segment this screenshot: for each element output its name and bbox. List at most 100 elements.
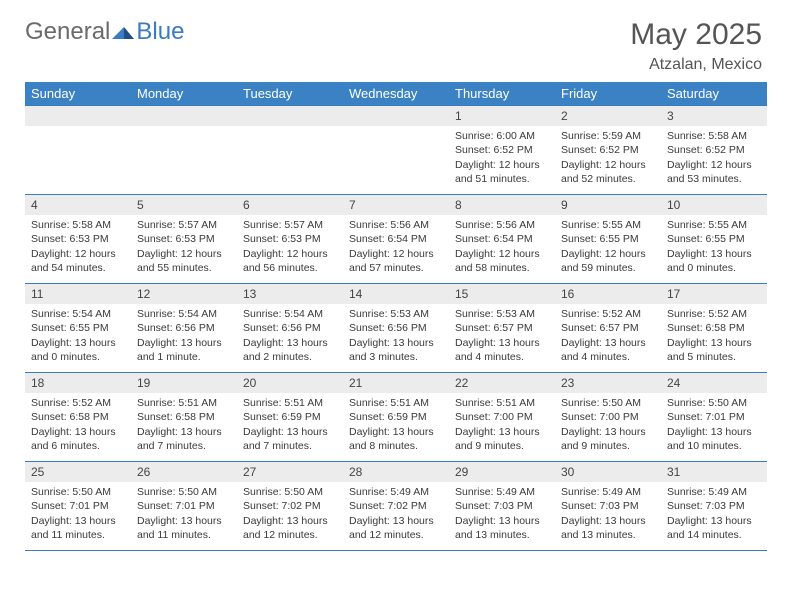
day-body: Sunrise: 5:50 AMSunset: 7:00 PMDaylight:… [555,393,661,459]
sunrise-line: Sunrise: 5:52 AM [561,307,655,321]
sunset-line: Sunset: 7:01 PM [137,499,231,513]
sunrise-line: Sunrise: 5:51 AM [243,396,337,410]
day-body: Sunrise: 5:57 AMSunset: 6:53 PMDaylight:… [237,215,343,281]
sunset-line: Sunset: 7:02 PM [243,499,337,513]
day-cell: 9Sunrise: 5:55 AMSunset: 6:55 PMDaylight… [555,195,661,283]
day-number: 5 [131,195,237,215]
week-row: 11Sunrise: 5:54 AMSunset: 6:55 PMDayligh… [25,283,767,372]
page-header: General Blue May 2025 Atzalan, Mexico [0,0,792,82]
brand-logo: General Blue [25,18,184,46]
calendar: Sunday Monday Tuesday Wednesday Thursday… [0,82,792,566]
day-number: 30 [555,462,661,482]
sunset-line: Sunset: 6:56 PM [137,321,231,335]
day-number: 11 [25,284,131,304]
day-cell: 4Sunrise: 5:58 AMSunset: 6:53 PMDaylight… [25,195,131,283]
sunset-line: Sunset: 6:59 PM [349,410,443,424]
sunset-line: Sunset: 6:54 PM [349,232,443,246]
daylight-line: Daylight: 12 hours and 58 minutes. [455,247,549,275]
daylight-line: Daylight: 12 hours and 55 minutes. [137,247,231,275]
sunrise-line: Sunrise: 5:51 AM [455,396,549,410]
day-cell: 23Sunrise: 5:50 AMSunset: 7:00 PMDayligh… [555,373,661,461]
day-body: Sunrise: 5:49 AMSunset: 7:03 PMDaylight:… [449,482,555,548]
sunset-line: Sunset: 6:55 PM [31,321,125,335]
daylight-line: Daylight: 13 hours and 7 minutes. [137,425,231,453]
week-row: 1Sunrise: 6:00 AMSunset: 6:52 PMDaylight… [25,105,767,194]
day-cell: 11Sunrise: 5:54 AMSunset: 6:55 PMDayligh… [25,284,131,372]
day-number: 29 [449,462,555,482]
day-number: 20 [237,373,343,393]
daylight-line: Daylight: 13 hours and 10 minutes. [667,425,761,453]
sunrise-line: Sunrise: 5:53 AM [455,307,549,321]
daylight-line: Daylight: 13 hours and 11 minutes. [137,514,231,542]
day-body: Sunrise: 5:57 AMSunset: 6:53 PMDaylight:… [131,215,237,281]
day-number-empty [343,106,449,126]
day-cell: 3Sunrise: 5:58 AMSunset: 6:52 PMDaylight… [661,106,767,194]
day-number: 9 [555,195,661,215]
day-body: Sunrise: 5:50 AMSunset: 7:02 PMDaylight:… [237,482,343,548]
daylight-line: Daylight: 13 hours and 3 minutes. [349,336,443,364]
day-number: 24 [661,373,767,393]
sunset-line: Sunset: 6:58 PM [31,410,125,424]
sunrise-line: Sunrise: 5:49 AM [667,485,761,499]
sunset-line: Sunset: 7:01 PM [667,410,761,424]
day-number: 2 [555,106,661,126]
daylight-line: Daylight: 12 hours and 51 minutes. [455,158,549,186]
sunrise-line: Sunrise: 5:53 AM [349,307,443,321]
day-body: Sunrise: 5:51 AMSunset: 6:59 PMDaylight:… [237,393,343,459]
day-body: Sunrise: 5:51 AMSunset: 6:58 PMDaylight:… [131,393,237,459]
daylight-line: Daylight: 13 hours and 1 minute. [137,336,231,364]
day-body: Sunrise: 5:52 AMSunset: 6:57 PMDaylight:… [555,304,661,370]
day-body: Sunrise: 5:53 AMSunset: 6:56 PMDaylight:… [343,304,449,370]
sunset-line: Sunset: 7:03 PM [455,499,549,513]
day-cell: 22Sunrise: 5:51 AMSunset: 7:00 PMDayligh… [449,373,555,461]
sunrise-line: Sunrise: 5:58 AM [31,218,125,232]
weekday-header: Friday [555,82,661,105]
day-body: Sunrise: 5:49 AMSunset: 7:03 PMDaylight:… [661,482,767,548]
daylight-line: Daylight: 13 hours and 0 minutes. [667,247,761,275]
sunrise-line: Sunrise: 5:50 AM [31,485,125,499]
day-cell [131,106,237,194]
weeks-container: 1Sunrise: 6:00 AMSunset: 6:52 PMDaylight… [25,105,767,550]
sunrise-line: Sunrise: 5:54 AM [31,307,125,321]
day-cell: 8Sunrise: 5:56 AMSunset: 6:54 PMDaylight… [449,195,555,283]
day-cell: 17Sunrise: 5:52 AMSunset: 6:58 PMDayligh… [661,284,767,372]
sunrise-line: Sunrise: 5:50 AM [243,485,337,499]
day-cell: 12Sunrise: 5:54 AMSunset: 6:56 PMDayligh… [131,284,237,372]
day-cell [343,106,449,194]
weekday-header: Sunday [25,82,131,105]
day-cell: 7Sunrise: 5:56 AMSunset: 6:54 PMDaylight… [343,195,449,283]
daylight-line: Daylight: 13 hours and 4 minutes. [455,336,549,364]
day-body: Sunrise: 5:52 AMSunset: 6:58 PMDaylight:… [661,304,767,370]
daylight-line: Daylight: 12 hours and 59 minutes. [561,247,655,275]
day-body: Sunrise: 5:59 AMSunset: 6:52 PMDaylight:… [555,126,661,192]
day-body: Sunrise: 5:54 AMSunset: 6:55 PMDaylight:… [25,304,131,370]
day-cell: 29Sunrise: 5:49 AMSunset: 7:03 PMDayligh… [449,462,555,550]
page-title: May 2025 [630,18,762,52]
day-number: 23 [555,373,661,393]
sunrise-line: Sunrise: 5:56 AM [349,218,443,232]
day-body: Sunrise: 6:00 AMSunset: 6:52 PMDaylight:… [449,126,555,192]
sunset-line: Sunset: 6:55 PM [561,232,655,246]
sunset-line: Sunset: 6:58 PM [667,321,761,335]
day-cell: 18Sunrise: 5:52 AMSunset: 6:58 PMDayligh… [25,373,131,461]
daylight-line: Daylight: 13 hours and 2 minutes. [243,336,337,364]
daylight-line: Daylight: 13 hours and 12 minutes. [243,514,337,542]
day-body: Sunrise: 5:54 AMSunset: 6:56 PMDaylight:… [131,304,237,370]
sunset-line: Sunset: 6:56 PM [243,321,337,335]
day-cell: 27Sunrise: 5:50 AMSunset: 7:02 PMDayligh… [237,462,343,550]
day-number: 10 [661,195,767,215]
day-number: 31 [661,462,767,482]
day-number-empty [25,106,131,126]
day-body: Sunrise: 5:55 AMSunset: 6:55 PMDaylight:… [661,215,767,281]
day-number: 8 [449,195,555,215]
day-cell: 10Sunrise: 5:55 AMSunset: 6:55 PMDayligh… [661,195,767,283]
weekday-header: Tuesday [237,82,343,105]
calendar-bottom-border [25,550,767,551]
week-row: 4Sunrise: 5:58 AMSunset: 6:53 PMDaylight… [25,194,767,283]
day-body: Sunrise: 5:49 AMSunset: 7:03 PMDaylight:… [555,482,661,548]
daylight-line: Daylight: 13 hours and 9 minutes. [455,425,549,453]
day-body: Sunrise: 5:50 AMSunset: 7:01 PMDaylight:… [661,393,767,459]
location-subtitle: Atzalan, Mexico [630,56,762,74]
sunset-line: Sunset: 6:58 PM [137,410,231,424]
day-body: Sunrise: 5:50 AMSunset: 7:01 PMDaylight:… [131,482,237,548]
